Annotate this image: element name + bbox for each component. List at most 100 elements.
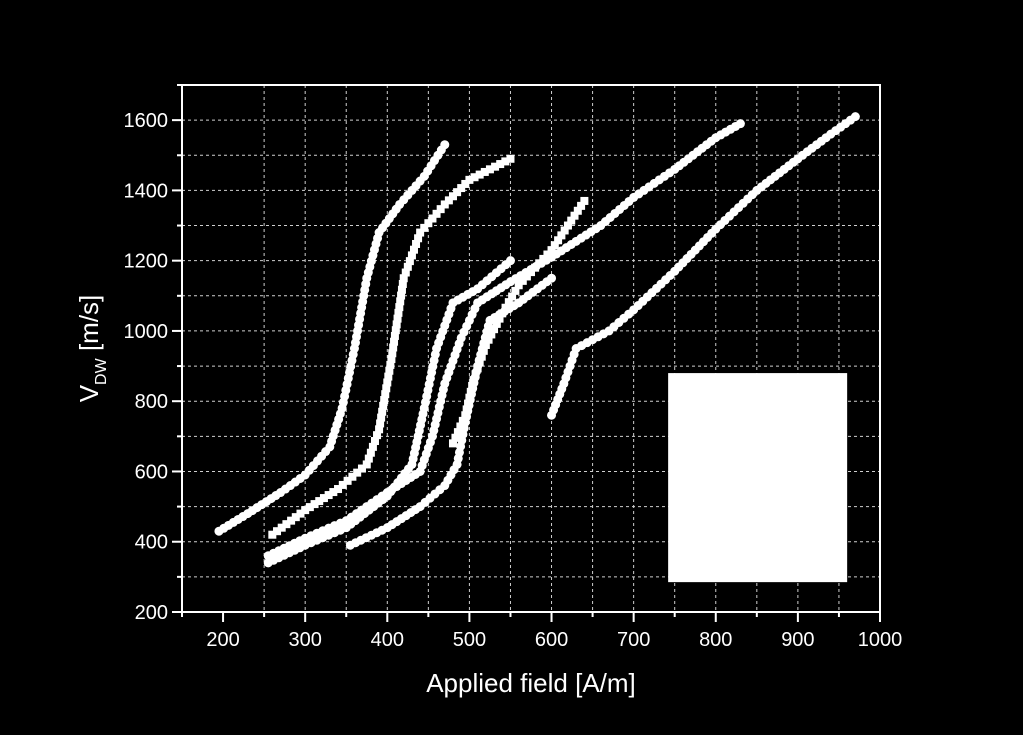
data-point — [401, 268, 410, 277]
data-point — [389, 343, 398, 352]
series-7 — [547, 112, 860, 420]
ticks — [172, 84, 881, 622]
series-1 — [214, 140, 450, 536]
data-point — [424, 219, 433, 228]
data-point — [407, 251, 416, 260]
data-point — [393, 314, 402, 323]
series-2 — [268, 154, 515, 539]
data-point — [385, 366, 394, 375]
data-point — [357, 464, 366, 473]
data-point — [387, 355, 396, 364]
data-point — [343, 476, 352, 485]
data-point — [368, 442, 377, 451]
data-point — [567, 216, 576, 225]
data-point — [448, 439, 457, 448]
data-point — [403, 262, 412, 271]
data-point — [506, 154, 515, 163]
data-point — [577, 201, 586, 210]
x-tick-label: 500 — [453, 629, 486, 651]
x-tick-label: 1000 — [858, 629, 903, 651]
data-point — [301, 506, 310, 515]
x-tick-label: 600 — [535, 629, 568, 651]
data-point — [444, 196, 453, 205]
data-point — [296, 509, 305, 518]
tick-labels: 200 300 400 500 600 700 800 900 1000 200 400 600 800… — [124, 110, 903, 651]
data-point — [310, 500, 319, 509]
data-point — [490, 325, 499, 334]
data-point — [501, 157, 510, 166]
data-point — [570, 211, 579, 220]
legend-box — [668, 373, 848, 583]
data-point — [527, 268, 535, 277]
data-point — [487, 330, 496, 339]
data-point — [557, 231, 566, 240]
data-point — [470, 173, 479, 182]
y-tick-label: 600 — [135, 461, 168, 483]
data-point — [291, 513, 300, 522]
data-point — [465, 175, 474, 184]
data-point — [535, 259, 544, 268]
y-tick-label: 800 — [135, 391, 168, 413]
data-point — [396, 297, 405, 306]
data-point — [511, 286, 520, 295]
data-point — [457, 184, 466, 193]
data-point — [451, 433, 460, 442]
y-axis-title-rest: [m/s] — [74, 295, 104, 359]
data-point — [414, 234, 423, 243]
data-point — [375, 425, 384, 434]
data-point — [388, 349, 397, 358]
axes — [181, 84, 881, 613]
data-point — [416, 228, 425, 237]
data-point — [453, 428, 462, 437]
data-point — [282, 520, 291, 529]
x-tick-label: 200 — [206, 629, 239, 651]
data-point — [364, 454, 373, 463]
data-point — [508, 292, 517, 301]
data-point — [453, 188, 462, 197]
data-point — [496, 160, 505, 169]
data-point — [348, 472, 357, 481]
data-point — [370, 437, 379, 446]
y-axis-title: VDW [m/s] — [74, 295, 110, 403]
data-point — [531, 263, 540, 272]
data-point — [398, 280, 407, 289]
data-marks — [214, 112, 860, 568]
data-point — [436, 205, 445, 214]
data-point — [554, 236, 563, 245]
data-point — [395, 303, 404, 312]
y-tick-label: 400 — [135, 532, 168, 554]
data-point — [420, 223, 429, 232]
data-point — [392, 320, 401, 329]
data-point — [428, 214, 437, 223]
data-point — [399, 274, 408, 283]
data-point — [735, 119, 745, 129]
data-point — [287, 516, 296, 525]
plot-frame — [181, 84, 881, 613]
data-point — [539, 254, 548, 263]
x-tick-label: 800 — [699, 629, 732, 651]
data-point — [522, 272, 531, 281]
data-point — [492, 319, 501, 328]
data-point — [377, 413, 386, 422]
y-tick-label: 1200 — [124, 251, 169, 273]
data-point — [432, 209, 441, 218]
data-point — [381, 390, 390, 399]
x-tick-label: 300 — [288, 629, 321, 651]
data-point — [273, 527, 282, 536]
y-axis-title-main: V — [74, 384, 104, 402]
data-point — [440, 200, 449, 209]
data-point — [391, 326, 400, 335]
data-point — [324, 491, 333, 500]
data-point — [491, 162, 500, 171]
y-tick-label: 1400 — [124, 180, 169, 202]
x-tick-label: 900 — [781, 629, 814, 651]
data-point — [329, 488, 338, 497]
data-point — [485, 165, 494, 174]
data-point — [379, 401, 388, 410]
data-point — [383, 378, 392, 387]
y-tick-label: 1600 — [124, 110, 169, 132]
data-point — [550, 241, 559, 250]
data-point — [448, 192, 457, 201]
y-axis-title-subscript: DW — [93, 357, 110, 385]
